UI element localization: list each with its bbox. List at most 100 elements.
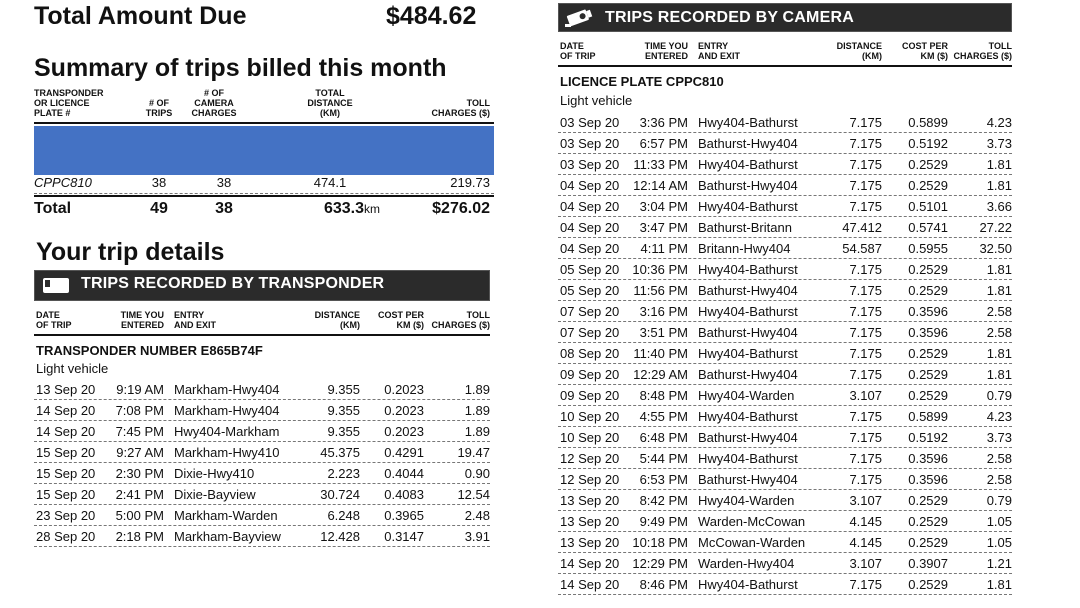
trip-date: 12 Sep 20	[560, 451, 620, 466]
trip-route: Hwy404-Markham	[174, 424, 280, 439]
trip-cost: 0.3907	[908, 556, 948, 571]
trip-cost: 0.2529	[908, 493, 948, 508]
trip-date: 14 Sep 20	[36, 403, 96, 418]
trip-cost: 0.5192	[908, 430, 948, 445]
trip-toll: 4.23	[986, 409, 1012, 424]
trip-row: 14 Sep 20 7:08 PM Markham-Hwy404 9.355 0.202…	[34, 400, 490, 421]
trip-date: 04 Sep 20	[560, 220, 620, 235]
trip-cost: 0.5899	[908, 115, 948, 130]
trip-cost: 0.2023	[384, 382, 424, 397]
trip-row: 09 Sep 20 12:29 AM Bathurst-Hwy404 7.175 0.2…	[558, 364, 1012, 385]
trip-time: 7:45 PM	[115, 424, 164, 439]
trip-route: Bathurst-Hwy404	[698, 472, 798, 487]
trip-row: 28 Sep 20 2:18 PM Markham-Bayview 12.428 0.3…	[34, 526, 490, 547]
trip-row: 14 Sep 20 8:46 PM Hwy404-Bathurst 7.175 0.25…	[558, 574, 1012, 595]
trip-toll: 0.90	[464, 466, 490, 481]
trip-route: Markham-Bayview	[174, 529, 281, 544]
trip-distance: 3.107	[849, 493, 882, 508]
trip-toll: 1.05	[986, 514, 1012, 529]
trip-row: 15 Sep 20 9:27 AM Markham-Hwy410 45.375 0.42…	[34, 442, 490, 463]
transponder-banner-label: TRIPS RECORDED BY TRANSPONDER	[81, 275, 385, 292]
trip-date: 03 Sep 20	[560, 157, 620, 172]
trip-cost: 0.2023	[384, 403, 424, 418]
trip-cost: 0.2529	[908, 262, 948, 277]
trip-date: 08 Sep 20	[560, 346, 620, 361]
trip-distance: 12.428	[320, 529, 360, 544]
trip-row: 04 Sep 20 3:47 PM Bathurst-Britann 47.412 0.…	[558, 217, 1012, 238]
trip-date: 03 Sep 20	[560, 115, 620, 130]
trip-date: 14 Sep 20	[560, 577, 620, 592]
camera-vehicle-class: Light vehicle	[560, 93, 633, 108]
trip-time: 10:18 PM	[632, 535, 688, 550]
trip-row: 14 Sep 20 7:45 PM Hwy404-Markham 9.355 0.202…	[34, 421, 490, 442]
trip-date: 15 Sep 20	[36, 487, 96, 502]
total-amount-due-value: $484.62	[386, 2, 477, 30]
trip-date: 10 Sep 20	[560, 409, 620, 424]
trip-distance: 7.175	[849, 325, 882, 340]
trip-time: 10:36 PM	[632, 262, 688, 277]
trip-distance: 7.175	[849, 115, 882, 130]
trip-distance: 7.175	[849, 577, 882, 592]
trip-route: Dixie-Hwy410	[174, 466, 255, 481]
trip-distance: 7.175	[849, 283, 882, 298]
trip-row: 07 Sep 20 3:16 PM Hwy404-Bathurst 7.175 0.35…	[558, 301, 1012, 322]
cam-header-time: TIME YOU ENTERED	[644, 41, 688, 61]
trip-distance: 7.175	[849, 304, 882, 319]
summary-title: Summary of trips billed this month	[34, 54, 447, 82]
trip-time: 3:36 PM	[639, 115, 688, 130]
trip-row: 03 Sep 20 3:36 PM Hwy404-Bathurst 7.175 0.58…	[558, 112, 1012, 133]
summary-trips: 38	[151, 175, 167, 190]
trip-date: 04 Sep 20	[560, 199, 620, 214]
trip-toll: 2.58	[986, 472, 1012, 487]
summary-total-toll: $276.02	[432, 200, 490, 217]
trip-time: 9:49 PM	[639, 514, 688, 529]
summary-header-trips: # OF TRIPS	[145, 98, 173, 118]
trip-route: Markham-Hwy404	[174, 382, 280, 397]
summary-toll: 219.73	[450, 175, 490, 190]
trip-route: Bathurst-Hwy404	[698, 136, 798, 151]
trip-cost: 0.5899	[908, 409, 948, 424]
trip-toll: 0.79	[986, 493, 1012, 508]
trip-row: 10 Sep 20 4:55 PM Hwy404-Bathurst 7.175 0.58…	[558, 406, 1012, 427]
trip-cost: 0.4044	[384, 466, 424, 481]
transponder-banner: TRIPS RECORDED BY TRANSPONDER	[34, 270, 490, 301]
trip-cost: 0.3965	[384, 508, 424, 523]
summary-plate: CPPC810	[34, 175, 92, 190]
trip-toll: 1.81	[986, 283, 1012, 298]
trip-toll: 3.66	[986, 199, 1012, 214]
trip-time: 11:40 PM	[633, 346, 688, 361]
trip-cost: 0.4291	[384, 445, 424, 460]
trip-toll: 4.23	[986, 115, 1012, 130]
tp-header-cost: COST PER KM ($)	[377, 310, 424, 330]
trip-row: 14 Sep 20 12:29 PM Warden-Hwy404 3.107 0.390…	[558, 553, 1012, 574]
trip-route: Hwy404-Bathurst	[698, 199, 798, 214]
trip-row: 04 Sep 20 12:14 AM Bathurst-Hwy404 7.175 0.2…	[558, 175, 1012, 196]
trip-route: Hwy404-Bathurst	[698, 304, 798, 319]
trip-route: Warden-McCowan	[698, 514, 806, 529]
camera-icon	[559, 4, 599, 31]
trip-cost: 0.5955	[908, 241, 948, 256]
trip-route: Dixie-Bayview	[174, 487, 256, 502]
summary-total-trips: 49	[150, 200, 168, 217]
trip-route: Hwy404-Warden	[698, 388, 795, 403]
trip-toll: 1.81	[986, 157, 1012, 172]
trip-distance: 7.175	[849, 409, 882, 424]
transponder-vehicle-class: Light vehicle	[36, 361, 109, 376]
trip-route: Bathurst-Hwy404	[698, 367, 798, 382]
cam-header-toll: TOLL CHARGES ($)	[953, 41, 1012, 61]
trip-distance: 2.223	[327, 466, 360, 481]
trip-cost: 0.2529	[908, 367, 948, 382]
trip-route: Bathurst-Hwy404	[698, 325, 798, 340]
camera-banner: TRIPS RECORDED BY CAMERA	[558, 3, 1012, 32]
trip-time: 5:00 PM	[115, 508, 164, 523]
summary-row: CPPC810 38 38 474.1 219.73	[34, 175, 494, 194]
trip-route: Markham-Warden	[174, 508, 278, 523]
trip-row: 13 Sep 20 9:19 AM Markham-Hwy404 9.355 0.202…	[34, 379, 490, 400]
trip-time: 12:29 PM	[632, 556, 688, 571]
tp-header-date: DATE OF TRIP	[36, 310, 72, 330]
trip-date: 04 Sep 20	[560, 241, 620, 256]
tp-header-distance: DISTANCE (KM)	[314, 310, 360, 330]
trip-cost: 0.2529	[908, 514, 948, 529]
trip-date: 10 Sep 20	[560, 430, 620, 445]
trip-details-title: Your trip details	[36, 238, 225, 266]
